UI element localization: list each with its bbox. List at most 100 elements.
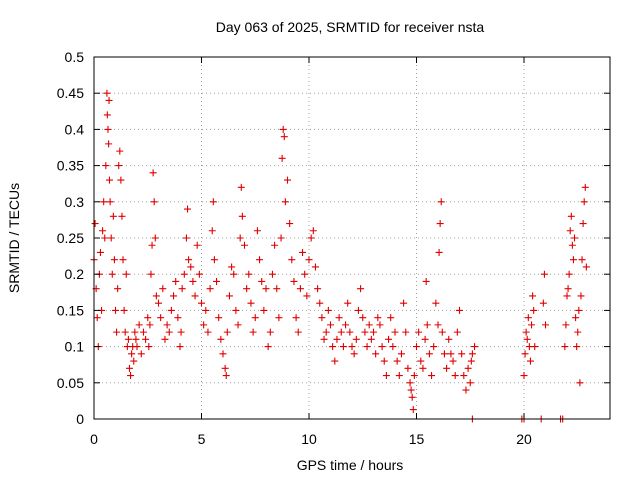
data-point — [565, 270, 573, 278]
data-point — [103, 89, 111, 97]
data-point — [422, 277, 430, 285]
data-point — [468, 350, 476, 358]
data-point — [280, 133, 288, 141]
data-point — [161, 335, 169, 343]
data-point — [582, 263, 590, 271]
data-point — [245, 270, 253, 278]
data-point — [109, 212, 117, 220]
data-point — [522, 328, 530, 336]
data-point — [139, 328, 147, 336]
data-point — [96, 248, 104, 256]
data-point — [105, 96, 113, 104]
data-point — [576, 379, 584, 387]
data-point — [404, 364, 412, 372]
data-point — [575, 306, 583, 314]
data-point — [275, 314, 283, 322]
data-point — [329, 343, 337, 351]
data-point — [198, 299, 205, 307]
x-tick-label: 20 — [516, 431, 532, 447]
data-point — [241, 241, 248, 249]
data-point — [277, 234, 285, 242]
data-point — [529, 292, 537, 300]
data-point — [135, 321, 143, 329]
data-point — [542, 321, 549, 329]
data-point — [528, 321, 536, 329]
data-point — [303, 292, 311, 300]
data-point — [571, 234, 579, 242]
data-point — [146, 321, 154, 329]
data-point — [290, 277, 298, 285]
data-point — [466, 379, 474, 387]
data-point — [184, 205, 192, 213]
y-tick-label: 0 — [76, 411, 84, 427]
data-point — [462, 386, 470, 394]
data-point — [178, 285, 186, 293]
data-point — [191, 292, 199, 300]
data-point — [569, 256, 577, 264]
data-point — [281, 198, 289, 206]
data-point — [409, 406, 417, 414]
data-point — [99, 227, 107, 235]
data-point — [561, 343, 569, 351]
plot-frame — [93, 56, 611, 420]
data-point — [432, 299, 440, 307]
data-point — [415, 328, 423, 336]
data-point — [354, 306, 362, 314]
data-point — [206, 285, 214, 293]
data-point — [523, 335, 531, 343]
data-point — [322, 328, 330, 336]
data-point — [419, 364, 427, 372]
y-tick-label: 0.05 — [57, 375, 84, 391]
data-point — [185, 256, 193, 264]
data-point — [108, 270, 116, 278]
data-point — [264, 343, 272, 351]
data-point — [520, 372, 528, 380]
data-point — [147, 270, 155, 278]
data-point — [177, 328, 185, 336]
data-point — [421, 335, 429, 343]
data-point — [234, 321, 242, 329]
data-point — [296, 285, 304, 293]
data-point — [258, 277, 266, 285]
data-point — [170, 292, 178, 300]
data-point — [393, 357, 401, 365]
data-point — [182, 234, 190, 242]
data-point — [307, 234, 315, 242]
data-point — [335, 314, 343, 322]
y-tick-label: 0.45 — [57, 85, 84, 101]
data-point — [202, 306, 210, 314]
data-point — [256, 256, 264, 264]
x-tick-label: 10 — [301, 431, 317, 447]
data-point — [410, 372, 418, 380]
data-point — [148, 241, 156, 249]
data-point — [577, 292, 585, 300]
data-point — [117, 176, 125, 184]
data-point — [172, 277, 180, 285]
data-point — [100, 198, 108, 206]
data-point — [249, 328, 257, 336]
y-tick-label: 0.15 — [57, 302, 84, 318]
data-point — [213, 277, 221, 285]
data-point — [447, 350, 455, 358]
data-point — [305, 256, 313, 264]
data-point — [320, 335, 328, 343]
data-point — [102, 162, 110, 170]
data-point — [531, 343, 539, 351]
data-point — [118, 212, 126, 220]
data-point — [467, 357, 475, 365]
data-point — [573, 343, 581, 351]
data-point — [578, 256, 586, 264]
data-point — [266, 328, 274, 336]
data-point — [238, 212, 246, 220]
data-point — [128, 350, 136, 358]
data-point — [210, 256, 218, 264]
data-point — [125, 364, 133, 372]
data-point — [562, 321, 570, 329]
data-point — [318, 314, 326, 322]
data-point — [159, 285, 167, 293]
y-axis-label: SRMTID / TECUs — [6, 183, 22, 293]
data-point — [372, 350, 380, 358]
data-point — [292, 314, 300, 322]
data-point — [150, 198, 158, 206]
data-point — [105, 176, 113, 184]
